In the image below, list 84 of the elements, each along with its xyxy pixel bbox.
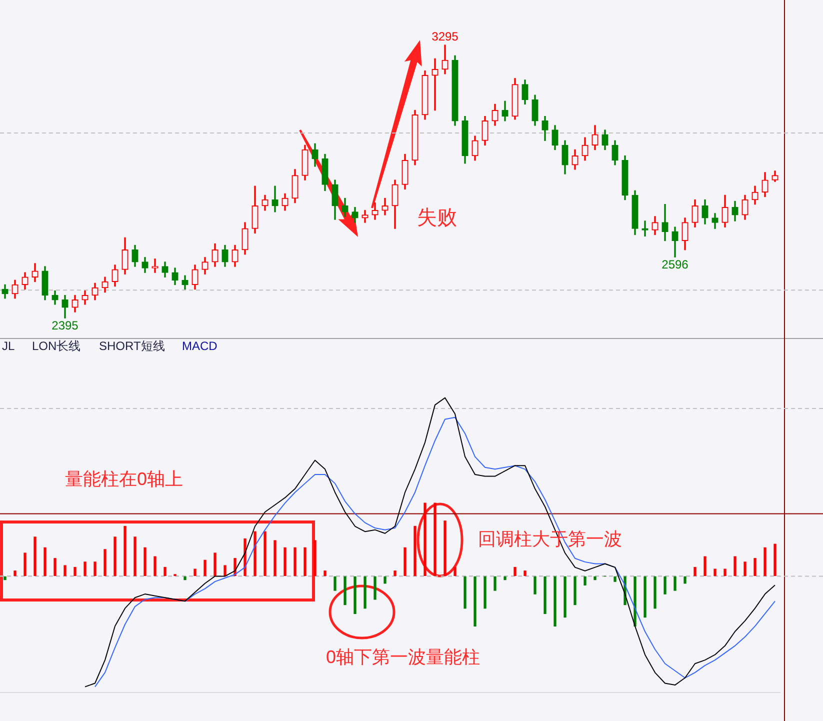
bar xyxy=(344,576,346,606)
bar xyxy=(614,576,616,582)
annotation: 失败 xyxy=(417,207,457,229)
bar xyxy=(284,547,286,576)
annotation: 0轴下第一波量能柱 xyxy=(326,647,480,667)
bar xyxy=(434,502,436,576)
bar xyxy=(324,570,326,576)
annotation: 3295 xyxy=(432,29,459,44)
bar xyxy=(634,576,636,626)
bar xyxy=(304,547,306,576)
text: SHORT短线 xyxy=(99,339,165,353)
bar xyxy=(704,556,706,576)
bar xyxy=(214,552,216,576)
bar xyxy=(84,562,86,576)
annotation: 2596 xyxy=(662,257,689,272)
bar xyxy=(394,570,396,576)
bar xyxy=(594,576,596,580)
bar xyxy=(454,566,456,576)
bar xyxy=(584,576,586,586)
bar xyxy=(34,536,36,576)
bar xyxy=(724,568,726,576)
bar xyxy=(94,562,96,576)
bar xyxy=(14,570,16,576)
bar xyxy=(664,576,666,594)
bar xyxy=(654,576,656,609)
bar xyxy=(754,558,756,576)
bar xyxy=(684,576,686,584)
candlestick xyxy=(432,58,438,111)
bar xyxy=(4,576,6,580)
bar xyxy=(74,566,76,576)
bar xyxy=(644,576,646,618)
bar xyxy=(164,566,166,576)
bar xyxy=(464,576,466,609)
bar xyxy=(544,576,546,614)
annotation: 量能柱在0轴上 xyxy=(65,469,184,489)
bar xyxy=(134,536,136,576)
bar xyxy=(254,531,256,576)
bar xyxy=(534,576,536,594)
text: JL xyxy=(2,339,15,353)
bar xyxy=(734,556,736,576)
bar xyxy=(264,531,266,576)
bar xyxy=(744,562,746,576)
bar xyxy=(144,547,146,576)
bar xyxy=(224,565,226,576)
bar xyxy=(364,576,366,609)
bar xyxy=(104,549,106,576)
bar xyxy=(274,540,276,576)
bar xyxy=(484,576,486,609)
bar xyxy=(714,568,716,576)
bar xyxy=(694,566,696,576)
bar xyxy=(764,547,766,576)
text: MACD xyxy=(182,339,218,353)
bar xyxy=(294,547,296,576)
bar xyxy=(124,526,126,576)
annotation: 2395 xyxy=(52,318,79,332)
bar xyxy=(184,576,186,580)
bar xyxy=(414,526,416,576)
bar xyxy=(384,576,386,584)
bar xyxy=(444,520,446,576)
bar xyxy=(404,547,406,576)
text: LON长线 xyxy=(32,339,81,353)
bar xyxy=(64,565,66,576)
bar xyxy=(504,576,506,580)
bar xyxy=(424,502,426,576)
bar xyxy=(574,576,576,606)
bar xyxy=(44,547,46,576)
bar xyxy=(204,560,206,576)
bar xyxy=(154,556,156,576)
bar xyxy=(514,566,516,576)
bar xyxy=(474,576,476,626)
bar xyxy=(564,576,566,618)
bar xyxy=(374,576,376,600)
bar xyxy=(334,576,336,591)
bar xyxy=(674,576,676,591)
bar xyxy=(774,544,776,576)
bar xyxy=(314,540,316,576)
bar xyxy=(54,558,56,576)
bar xyxy=(494,576,496,591)
bar xyxy=(554,576,556,626)
bar xyxy=(524,570,526,576)
bar xyxy=(194,568,196,576)
bar xyxy=(24,552,26,576)
bar xyxy=(354,576,356,614)
bar xyxy=(114,536,116,576)
